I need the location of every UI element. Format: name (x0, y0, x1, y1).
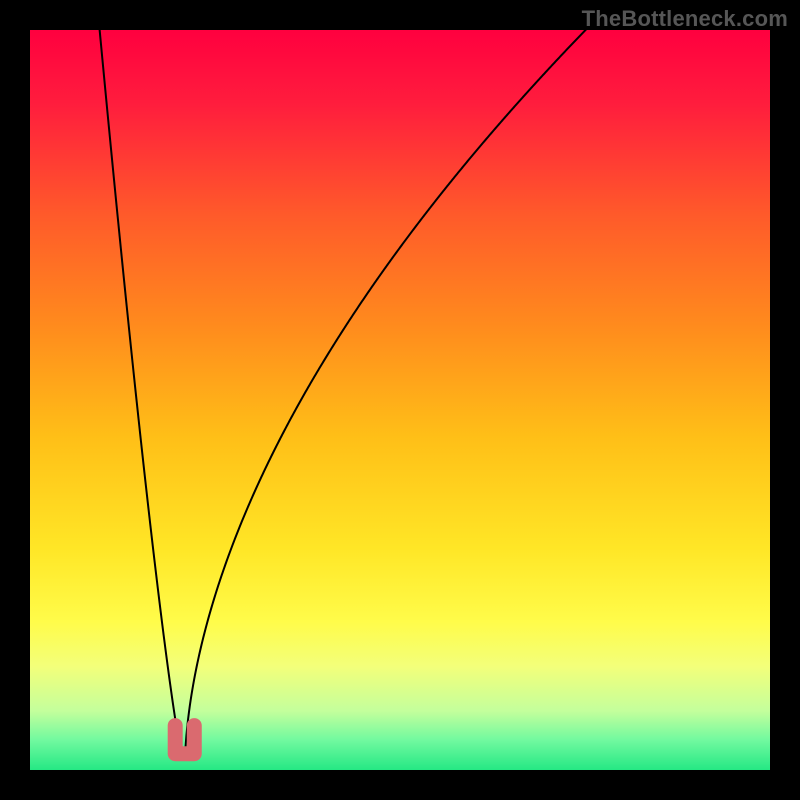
bottleneck-plot (30, 30, 770, 770)
plot-background (30, 30, 770, 770)
watermark-label: TheBottleneck.com (582, 6, 788, 32)
plot-svg (30, 30, 770, 770)
chart-frame: TheBottleneck.com (0, 0, 800, 800)
